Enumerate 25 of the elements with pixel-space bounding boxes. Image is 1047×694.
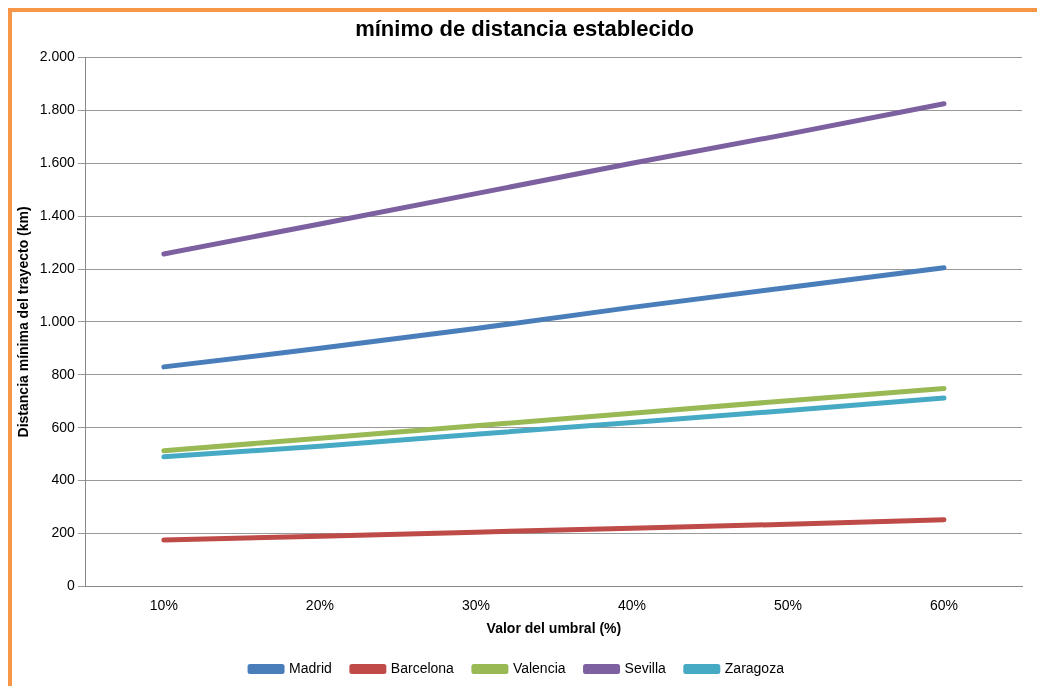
x-axis-title: Valor del umbral (%) [486,620,622,637]
y-tick-label: 2.000 [39,48,76,65]
x-tick-label: 50% [773,596,802,613]
legend-label: Zaragoza [724,659,785,676]
x-tick-label: 10% [149,596,178,613]
y-tick-label: 600 [51,418,76,435]
legend-label: Valencia [512,659,566,676]
x-tick-label: 60% [929,596,958,613]
legend-label: Barcelona [390,659,455,676]
y-tick-label: 1.200 [39,259,76,276]
y-tick-label: 1.000 [39,312,76,329]
chart-title: mínimo de distancia establecido [354,15,695,43]
y-tick-label: 800 [51,365,76,382]
y-tick-label: 1.600 [39,154,76,171]
y-tick-label: 400 [51,471,76,488]
y-axis-title: Distancia mínima del trayecto (km) [15,206,32,438]
legend-label: Sevilla [624,659,667,676]
x-tick-label: 30% [461,596,490,613]
y-tick-label: 1.800 [39,101,76,118]
x-tick-label: 40% [617,596,646,613]
y-tick-label: 200 [51,524,76,541]
y-tick-label: 1.400 [39,206,76,223]
y-tick-label: 0 [67,577,76,594]
legend-label: Madrid [289,659,332,676]
x-tick-label: 20% [305,596,334,613]
